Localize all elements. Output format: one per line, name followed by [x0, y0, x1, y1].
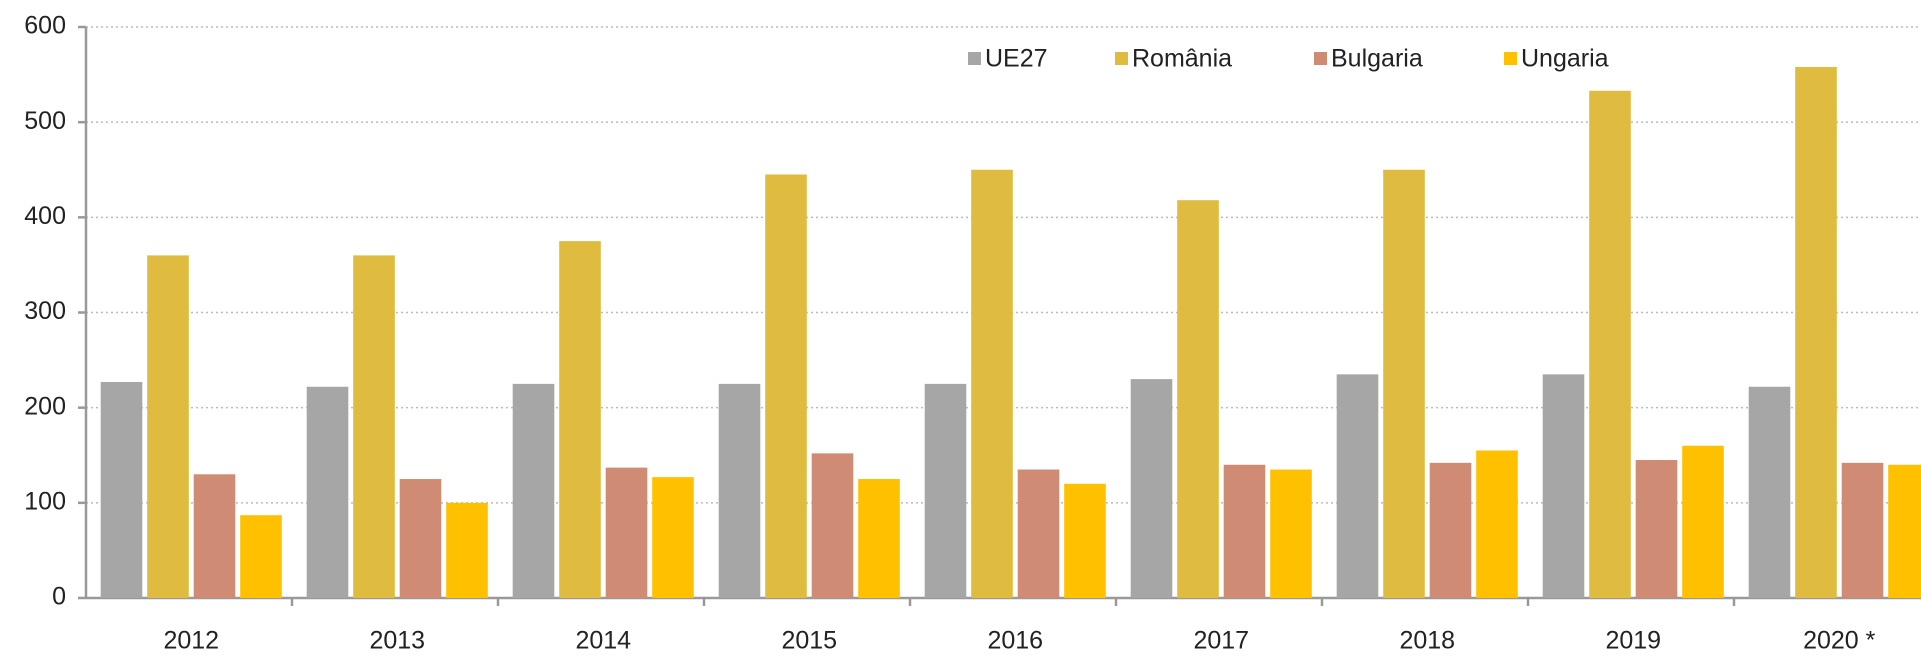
bar	[971, 169, 1013, 598]
x-tick-label: 2017	[1193, 627, 1249, 655]
y-tick-label: 0	[52, 583, 66, 611]
bar	[147, 255, 189, 598]
bar	[1429, 462, 1472, 598]
legend-label: Ungaria	[1521, 45, 1609, 73]
bar	[306, 386, 349, 598]
y-tick-label: 500	[24, 107, 66, 135]
y-tick-label: 400	[24, 202, 66, 230]
y-tick-label: 600	[24, 12, 66, 40]
legend-swatch	[968, 52, 981, 65]
bar	[1017, 469, 1060, 598]
bar	[559, 241, 601, 598]
bar	[353, 255, 395, 598]
legend-label: Bulgaria	[1331, 45, 1423, 73]
bar	[512, 383, 555, 598]
bar	[1476, 450, 1518, 598]
x-tick-label: 2012	[163, 627, 219, 655]
x-tick-label: 2019	[1605, 627, 1661, 655]
bar	[1841, 462, 1884, 598]
legend-swatch	[1504, 52, 1517, 65]
y-tick-label: 100	[24, 487, 66, 515]
bar	[605, 467, 648, 598]
bar	[858, 479, 900, 598]
bar	[1383, 169, 1425, 598]
y-tick-label: 200	[24, 392, 66, 420]
legend-swatch	[1314, 52, 1327, 65]
bar	[1589, 90, 1631, 599]
bar	[1635, 460, 1678, 598]
x-tick-label: 2013	[369, 627, 425, 655]
legend-label: România	[1132, 45, 1232, 73]
x-tick-label: 2016	[987, 627, 1043, 655]
bar	[1888, 464, 1921, 598]
bar	[765, 174, 807, 598]
bar	[652, 477, 694, 598]
bar	[1336, 374, 1379, 598]
bar	[1270, 469, 1312, 598]
bar	[446, 502, 488, 598]
bar	[1064, 483, 1106, 598]
bar	[718, 383, 761, 598]
legend-label: UE27	[985, 45, 1048, 73]
bar	[811, 453, 854, 598]
bar	[193, 474, 236, 598]
x-tick-label: 2014	[575, 627, 631, 655]
bar	[1223, 464, 1266, 598]
x-tick-label: 2018	[1399, 627, 1455, 655]
bar	[1682, 445, 1724, 598]
bar	[399, 479, 442, 598]
bar	[924, 383, 967, 598]
bar	[1748, 386, 1791, 598]
x-tick-label: 2015	[781, 627, 837, 655]
bar	[240, 515, 282, 598]
bar	[1542, 374, 1585, 598]
bar	[1177, 200, 1219, 598]
bar	[1795, 66, 1837, 599]
bar	[1130, 379, 1173, 598]
x-tick-label: 2020 *	[1803, 627, 1876, 655]
bar	[100, 381, 143, 598]
y-tick-label: 300	[24, 297, 66, 325]
legend-swatch	[1115, 52, 1128, 65]
